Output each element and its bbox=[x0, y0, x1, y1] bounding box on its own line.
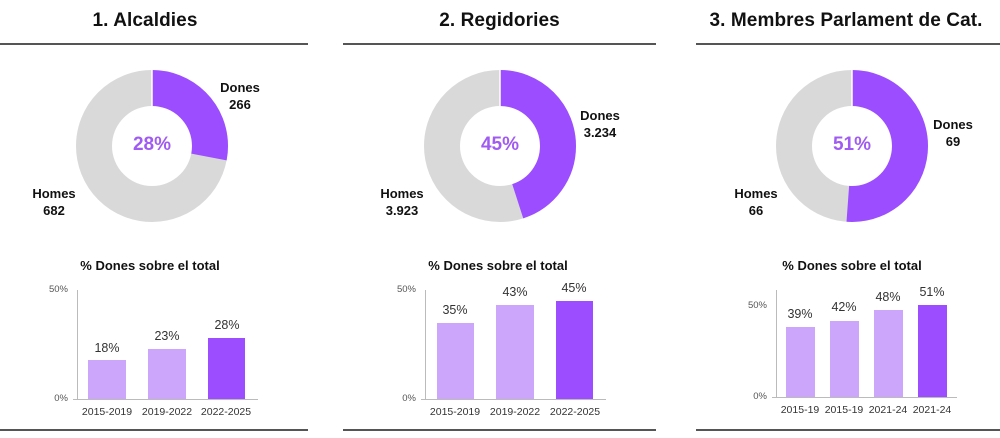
y-tick-50: 50% bbox=[396, 284, 416, 295]
bar bbox=[88, 360, 126, 399]
donut-chart bbox=[424, 70, 576, 222]
bottom-divider bbox=[696, 429, 1000, 431]
bar-value-label: 51% bbox=[919, 285, 945, 299]
x-tick-label: 2015-2019 bbox=[429, 406, 481, 418]
y-tick-0: 0% bbox=[54, 393, 68, 404]
donut-center-percent: 28% bbox=[132, 134, 172, 155]
y-axis bbox=[77, 290, 78, 400]
panel-title: 1. Alcaldies bbox=[92, 10, 198, 31]
x-tick-label: 2015-19 bbox=[824, 404, 864, 416]
x-axis bbox=[421, 399, 606, 400]
y-tick-0: 0% bbox=[402, 393, 416, 404]
dones-label: Dones 266 bbox=[220, 80, 260, 112]
bar-value-label: 45% bbox=[561, 281, 587, 295]
y-axis bbox=[425, 290, 426, 400]
bar bbox=[496, 305, 534, 399]
x-tick-label: 2019-2022 bbox=[141, 406, 193, 418]
bar-value-label: 23% bbox=[154, 329, 180, 343]
bar bbox=[148, 349, 186, 399]
x-tick-label: 2021-24 bbox=[868, 404, 908, 416]
bar bbox=[918, 305, 947, 397]
bar bbox=[208, 338, 245, 399]
y-tick-0: 0% bbox=[753, 391, 767, 402]
bar bbox=[437, 323, 474, 399]
title-divider bbox=[0, 43, 308, 45]
panel-title: 3. Membres Parlament de Cat. bbox=[709, 10, 983, 31]
bar-value-label: 28% bbox=[214, 318, 240, 332]
bar-value-label: 43% bbox=[502, 285, 528, 299]
panel-title: 2. Regidories bbox=[439, 10, 560, 31]
donut-center-percent: 45% bbox=[480, 134, 520, 155]
bar-chart-title: % Dones sobre el total bbox=[428, 258, 568, 273]
dones-label: Dones 69 bbox=[933, 117, 973, 149]
donut-center-percent: 51% bbox=[832, 134, 872, 155]
bar-value-label: 48% bbox=[875, 290, 901, 304]
homes-label: Homes 682 bbox=[32, 186, 76, 218]
title-divider bbox=[343, 43, 656, 45]
dones-label: Dones 3.234 bbox=[580, 108, 620, 140]
bar-value-label: 35% bbox=[442, 303, 468, 317]
bottom-divider bbox=[343, 429, 656, 431]
bottom-divider bbox=[0, 429, 308, 431]
bar bbox=[874, 310, 903, 397]
donut-chart bbox=[76, 70, 228, 222]
bar-value-label: 18% bbox=[94, 341, 120, 355]
donut-chart bbox=[776, 70, 928, 222]
bar bbox=[786, 327, 815, 397]
bar-value-label: 39% bbox=[787, 307, 813, 321]
x-tick-label: 2021-24 bbox=[912, 404, 952, 416]
x-tick-label: 2022-2025 bbox=[549, 406, 601, 418]
x-tick-label: 2019-2022 bbox=[489, 406, 541, 418]
bar bbox=[556, 301, 593, 399]
bar bbox=[830, 321, 859, 397]
bar-chart-title: % Dones sobre el total bbox=[80, 258, 220, 273]
homes-label: Homes 66 bbox=[734, 186, 778, 218]
x-tick-label: 2015-19 bbox=[780, 404, 820, 416]
x-axis bbox=[772, 397, 957, 398]
x-tick-label: 2015-2019 bbox=[81, 406, 133, 418]
y-axis bbox=[776, 290, 777, 398]
x-tick-label: 2022-2025 bbox=[200, 406, 252, 418]
x-axis bbox=[73, 399, 258, 400]
y-tick-50: 50% bbox=[48, 284, 68, 295]
homes-label: Homes 3.923 bbox=[380, 186, 424, 218]
y-tick-50: 50% bbox=[747, 300, 767, 311]
bar-value-label: 42% bbox=[831, 300, 857, 314]
title-divider bbox=[696, 43, 1000, 45]
bar-chart-title: % Dones sobre el total bbox=[782, 258, 922, 273]
